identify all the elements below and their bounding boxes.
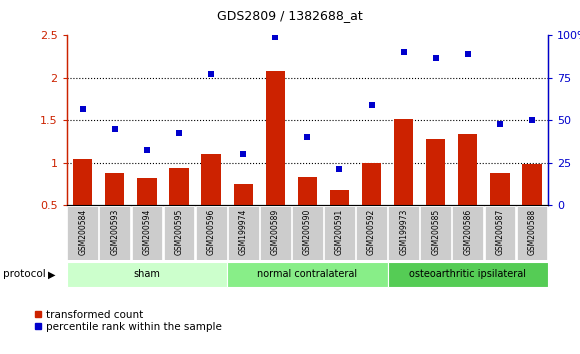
FancyBboxPatch shape [132,206,162,259]
FancyBboxPatch shape [292,206,323,259]
FancyBboxPatch shape [387,262,548,287]
Point [303,135,312,140]
Point [175,130,184,136]
Text: GSM200588: GSM200588 [528,209,537,255]
Point [399,50,408,55]
Text: osteoarthritic ipsilateral: osteoarthritic ipsilateral [409,269,527,279]
Text: ▶: ▶ [48,269,56,279]
FancyBboxPatch shape [452,206,483,259]
FancyBboxPatch shape [420,206,451,259]
Text: GSM200584: GSM200584 [78,209,87,255]
Bar [234,184,253,248]
Text: GSM200596: GSM200596 [206,209,216,255]
Text: GSM200592: GSM200592 [367,209,376,255]
Text: GSM199974: GSM199974 [239,209,248,255]
FancyBboxPatch shape [67,206,98,259]
FancyBboxPatch shape [228,206,259,259]
Text: GSM200590: GSM200590 [303,209,312,255]
Bar [458,134,477,248]
Bar [330,190,349,248]
Text: GSM200587: GSM200587 [495,209,505,255]
FancyBboxPatch shape [164,206,194,259]
Text: sham: sham [133,269,161,279]
Text: GDS2809 / 1382688_at: GDS2809 / 1382688_at [217,9,363,22]
Bar [394,119,414,248]
Point [527,118,536,123]
FancyBboxPatch shape [324,206,355,259]
Text: normal contralateral: normal contralateral [258,269,357,279]
Point [110,126,119,132]
Point [238,152,248,157]
FancyBboxPatch shape [227,262,387,287]
Point [495,121,505,127]
Text: GSM200593: GSM200593 [110,209,119,255]
Text: GSM199973: GSM199973 [399,209,408,255]
Text: GSM200589: GSM200589 [271,209,280,255]
Text: GSM200594: GSM200594 [143,209,151,255]
Bar [362,163,381,248]
Bar [105,173,125,248]
Text: protocol: protocol [3,269,46,279]
Point [78,107,88,112]
Bar [169,168,188,248]
Bar [201,154,221,248]
Bar [73,159,92,248]
Point [335,166,344,172]
Point [463,51,473,57]
Point [206,71,216,76]
FancyBboxPatch shape [388,206,419,259]
FancyBboxPatch shape [484,206,516,259]
Bar [266,71,285,248]
Text: GSM200585: GSM200585 [432,209,440,255]
Text: GSM200591: GSM200591 [335,209,344,255]
FancyBboxPatch shape [517,206,548,259]
FancyBboxPatch shape [67,262,227,287]
Bar [490,173,510,248]
FancyBboxPatch shape [195,206,227,259]
Bar [298,177,317,248]
Legend: transformed count, percentile rank within the sample: transformed count, percentile rank withi… [34,310,222,332]
Text: GSM200586: GSM200586 [463,209,472,255]
Bar [137,178,157,248]
Point [271,34,280,40]
Text: GSM200595: GSM200595 [175,209,183,255]
Point [367,102,376,108]
Point [142,147,151,153]
FancyBboxPatch shape [260,206,291,259]
Bar [426,139,445,248]
Point [431,56,440,61]
Bar [523,164,542,248]
FancyBboxPatch shape [356,206,387,259]
FancyBboxPatch shape [99,206,130,259]
